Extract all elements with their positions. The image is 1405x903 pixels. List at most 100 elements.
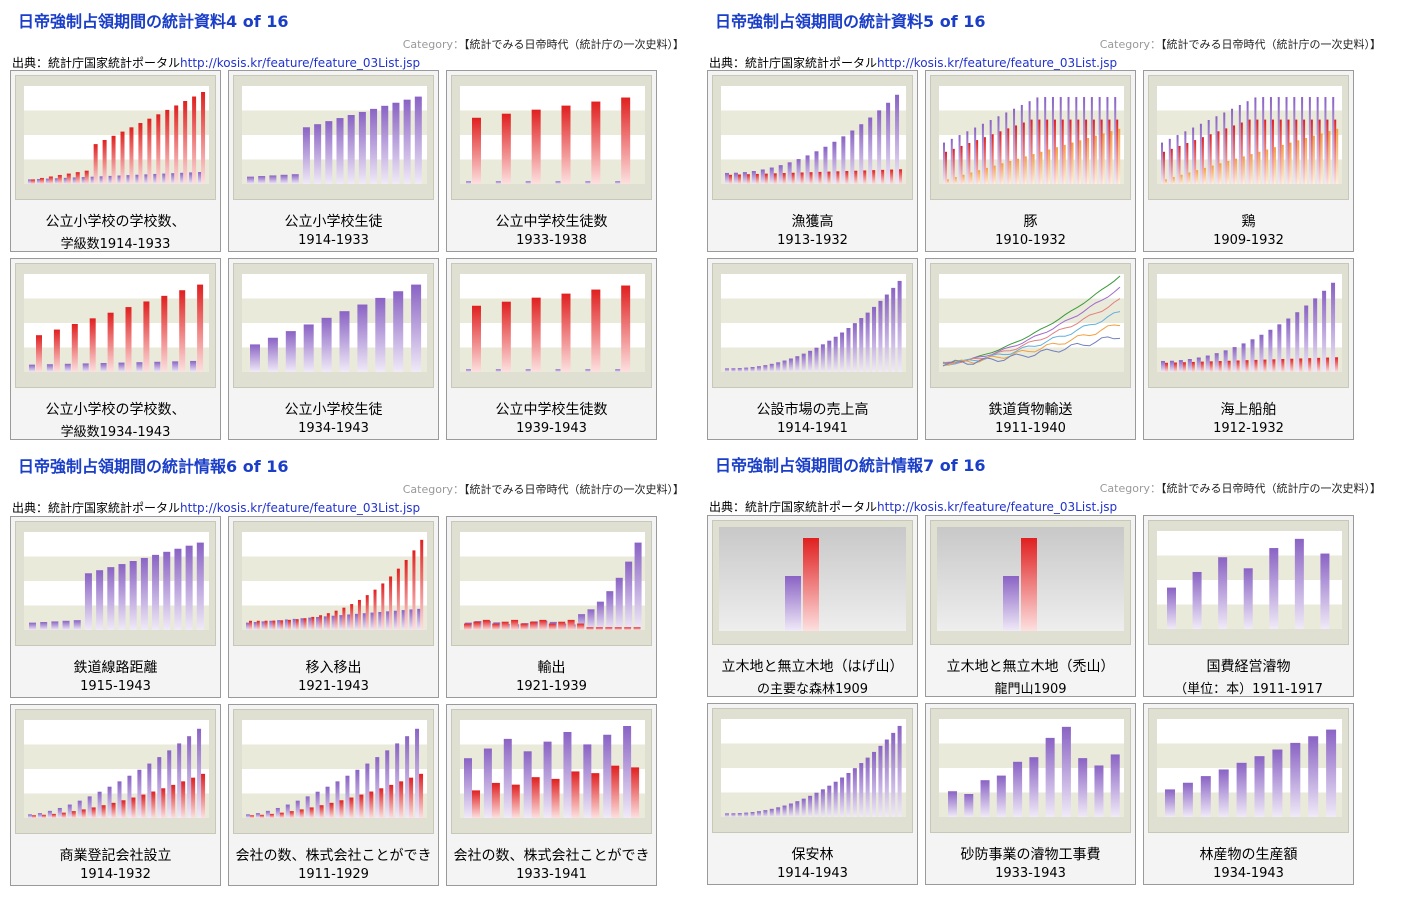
chart-thumbnail-image[interactable]	[712, 520, 913, 645]
chart-thumbnail-card[interactable]: 立木地と無立木地（禿山） 龍門山1909	[925, 515, 1136, 697]
thumb-bar	[974, 127, 977, 184]
chart-thumbnail-card[interactable]: 公立中学校生徒数 1933-1938	[446, 70, 657, 252]
panel-title[interactable]: 日帝強制占領期間の統計資料5 of 16	[715, 12, 986, 31]
chart-thumbnail-image[interactable]	[930, 520, 1131, 645]
thumb-bar	[339, 311, 350, 372]
chart-thumbnail-card[interactable]: 移入移出 1921-1943	[228, 516, 439, 698]
thumb-bar	[1055, 147, 1058, 184]
chart-thumbnail-card[interactable]: 漁獲高 1913-1932	[707, 70, 918, 252]
card-caption-years: 学級数1914-1933	[60, 237, 171, 252]
thumb-bar	[561, 293, 571, 372]
chart-thumbnail-card[interactable]: 砂防事業の濬物工事費 1933-1943	[925, 703, 1136, 885]
thumb-grid-band	[939, 298, 1124, 323]
chart-thumbnail-image[interactable]	[712, 263, 913, 388]
thumb-bar	[878, 300, 883, 372]
thumb-bar	[733, 172, 738, 184]
thumb-bar	[75, 172, 80, 184]
thumb-bar	[1289, 142, 1292, 184]
chart-thumbnail-card[interactable]: 会社の数、株式会社ことができ 1933-1941	[446, 704, 657, 886]
chart-thumbnail-image[interactable]	[233, 521, 434, 646]
chart-thumbnail-card[interactable]: 輸出 1921-1939	[446, 516, 657, 698]
chart-thumbnail-image[interactable]	[451, 263, 652, 388]
chart-thumbnail-image[interactable]	[451, 521, 652, 646]
thumb-bar	[1223, 350, 1228, 372]
chart-thumbnail-card[interactable]: 公立小学校生徒 1914-1933	[228, 70, 439, 252]
thumb-bar	[279, 812, 284, 818]
category-link[interactable]: 【統計でみる日帝時代（統計庁の一次史料）】	[464, 38, 684, 51]
chart-thumbnail-card[interactable]: 商業登記会社設立 1914-1932	[10, 704, 221, 886]
chart-thumbnail-image[interactable]	[1148, 520, 1349, 645]
chart-thumbnail-image[interactable]	[451, 75, 652, 200]
card-caption-title: 鉄道貨物輸送	[988, 402, 1073, 418]
chart-thumbnail-image[interactable]	[15, 75, 216, 200]
chart-thumbnail-image[interactable]	[712, 75, 913, 200]
chart-thumbnail-image[interactable]	[930, 263, 1131, 388]
thumb-bar	[1015, 125, 1018, 184]
thumb-bar	[1013, 761, 1023, 817]
panel-title[interactable]: 日帝強制占領期間の統計情報7 of 16	[715, 456, 986, 475]
source-link[interactable]: http://kosis.kr/feature/feature_03List.j…	[180, 56, 421, 70]
thumb-bar	[77, 800, 82, 818]
chart-thumbnail-image[interactable]	[1148, 75, 1349, 200]
chart-thumbnail-card[interactable]: 公立小学校の学校数、 学級数1934-1943	[10, 258, 221, 440]
chart-thumbnail-card[interactable]: 保安林 1914-1943	[707, 703, 918, 885]
chart-thumbnail-card[interactable]: 鶏 1909-1932	[1143, 70, 1354, 252]
chart-thumbnail-card[interactable]: 会社の数、株式会社ことができ 1911-1929	[228, 704, 439, 886]
chart-thumbnail-card[interactable]: 公立中学校生徒数 1939-1943	[446, 258, 657, 440]
chart-thumbnail-card[interactable]: 豚 1910-1932	[925, 70, 1136, 252]
chart-thumbnail-image[interactable]	[233, 75, 434, 200]
thumb-bar	[742, 172, 747, 184]
thumb-bar	[1046, 119, 1049, 184]
thumb-bar	[846, 772, 851, 817]
panel-title[interactable]: 日帝強制占領期間の統計情報6 of 16	[18, 457, 289, 476]
panel-title[interactable]: 日帝強制占領期間の統計資料4 of 16	[18, 12, 289, 31]
chart-thumbnail-card[interactable]: 海上船舶 1912-1932	[1143, 258, 1354, 440]
chart-thumbnail-image[interactable]	[15, 709, 216, 834]
thumb-bar	[81, 177, 85, 184]
chart-thumbnail-card[interactable]: 公設市場の売上高 1914-1941	[707, 258, 918, 440]
thumb-bar	[82, 363, 89, 372]
chart-thumbnail-card[interactable]: 鉄道線路距離 1915-1943	[10, 516, 221, 698]
category-link[interactable]: 【統計でみる日帝時代（統計庁の一次史料）】	[464, 483, 684, 496]
chart-thumbnail-image[interactable]	[15, 263, 216, 388]
chart-thumbnail-image[interactable]	[15, 521, 216, 646]
category-link[interactable]: 【統計でみる日帝時代（統計庁の一次史料）】	[1161, 38, 1381, 51]
thumb-grid-band	[460, 159, 645, 184]
chart-thumbnail-card[interactable]: 国費経営濬物 （単位：本）1911-1917	[1143, 515, 1354, 697]
chart-thumbnail-image[interactable]	[233, 263, 434, 388]
thumb-bar	[1236, 762, 1247, 817]
chart-thumbnail-image[interactable]	[930, 75, 1131, 200]
thumb-bar	[615, 181, 621, 184]
thumb-bar	[981, 123, 984, 184]
thumb-bar	[989, 120, 992, 184]
chart-thumbnail-image[interactable]	[1148, 708, 1349, 833]
source-link[interactable]: http://kosis.kr/feature/feature_03List.j…	[180, 501, 421, 515]
chart-thumbnail-card[interactable]: 公立小学校生徒 1934-1943	[228, 258, 439, 440]
thumb-bar	[118, 564, 126, 630]
chart-thumbnail-image[interactable]	[233, 709, 434, 834]
chart-thumbnail-image[interactable]	[930, 708, 1131, 833]
thumb-bar	[378, 611, 382, 630]
chart-thumbnail-card[interactable]: 鉄道貨物輸送 1911-1940	[925, 258, 1136, 440]
chart-thumbnail-image[interactable]	[451, 709, 652, 834]
category-link[interactable]: 【統計でみる日帝時代（統計庁の一次史料）】	[1161, 482, 1381, 495]
chart-thumbnail-card[interactable]: 公立小学校の学校数、 学級数1914-1933	[10, 70, 221, 252]
thumb-bar	[1316, 97, 1319, 184]
thumb-bar	[1209, 134, 1212, 184]
chart-thumbnail-image[interactable]	[1148, 263, 1349, 388]
thumb-bar	[259, 814, 264, 818]
thumb-bar	[832, 141, 837, 184]
thumbnail-chart	[24, 274, 209, 372]
chart-thumbnail-card[interactable]: 立木地と無立木地（はげ山） の主要な森林1909	[707, 515, 918, 697]
thumb-bar	[563, 731, 572, 818]
thumb-bar	[1273, 147, 1276, 184]
thumb-bar	[117, 781, 122, 818]
thumb-grid-band	[721, 110, 906, 135]
chart-thumbnail-image[interactable]	[712, 708, 913, 833]
thumb-bar	[1295, 312, 1300, 372]
thumbnail-chart	[719, 527, 906, 631]
source-link[interactable]: http://kosis.kr/feature/feature_03List.j…	[877, 500, 1118, 514]
thumb-bar	[1067, 97, 1070, 184]
source-link[interactable]: http://kosis.kr/feature/feature_03List.j…	[877, 56, 1118, 70]
chart-thumbnail-card[interactable]: 林産物の生産額 1934-1943	[1143, 703, 1354, 885]
